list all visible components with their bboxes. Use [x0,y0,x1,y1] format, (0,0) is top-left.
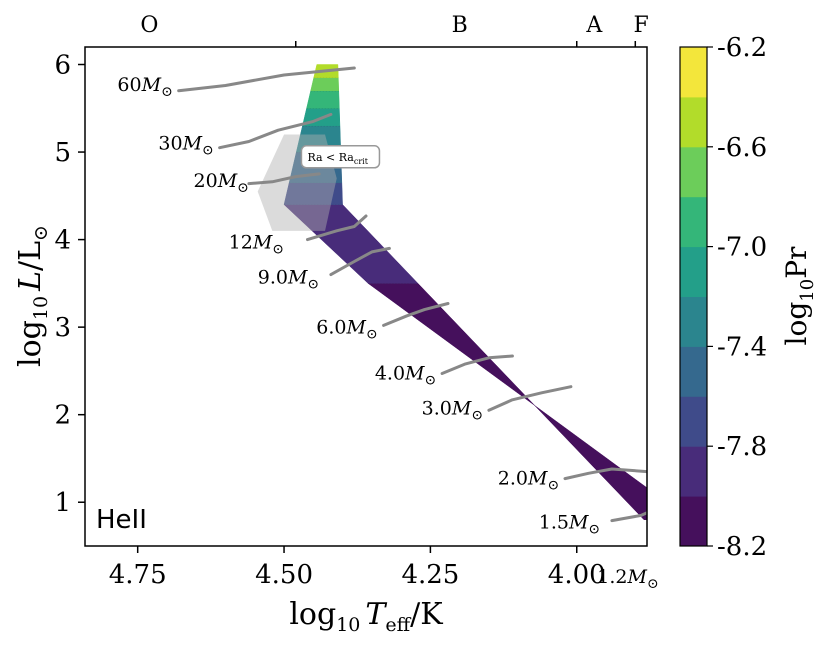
ra-crit-annotation: Ra < Racrit [300,145,381,169]
track-9.0-line [329,246,391,277]
track-9.0-label: 9.0M⊙ [258,266,319,292]
colorbar-title: log10Pr [780,246,818,345]
track-6.0-label: 6.0M⊙ [316,316,377,342]
colorbar-bin [680,47,707,98]
ra-crit-box [300,145,381,169]
colorbar-bin [680,296,707,347]
colorbar-frame [679,46,708,547]
y-tick-label: 1 [54,488,71,518]
plot-frame [84,46,648,547]
colorbar-tick-label: -6.2 [717,33,767,63]
colorbar-bin [680,146,707,198]
track-6.0-line [382,302,450,327]
region-band [310,77,340,92]
track-60-line [177,66,356,93]
track-2.0-label: 2.0M⊙ [498,468,559,494]
colorbar-bin [680,446,707,497]
x-axis: 4.75 4.50 4.25 4.00 [109,546,606,590]
track-4.0-label: 4.0M⊙ [375,363,436,389]
y-tick-label: 6 [54,51,71,81]
colorbar-bin [680,496,707,547]
spectral-type-A: A [585,13,603,38]
colorbar-tick-label: -7.4 [717,332,767,362]
track-20-line [247,172,321,186]
y-tick-label: 4 [54,226,71,256]
track-2.0-line [563,467,647,481]
spectral-type-F: F [634,13,649,38]
ra-crit-label: Ra < Racrit [307,151,368,166]
y-tick-label: 3 [54,313,71,343]
track-30-label: 30M⊙ [158,132,213,158]
track-30-line [218,112,333,150]
x-tick-label: 4.50 [255,560,313,590]
x-tick-label: 4.25 [401,560,459,590]
colorbar-bin [680,346,707,397]
track-1.5-line [610,511,647,523]
track-12-label: 12M⊙ [229,231,284,257]
colorbar-bin [680,396,707,447]
track-1.2-label: 1.2M⊙ [597,566,658,592]
y-tick-label: 2 [54,401,71,431]
track-3.0-line [487,385,573,412]
x-axis-title: log10 Teff/K [289,597,443,636]
colorbar-tick-label: -7.0 [717,233,767,263]
track-mass-labels: 60M⊙ 30M⊙ 20M⊙ 12M⊙ 9.0M⊙ 6.0M⊙ 4.0M⊙ 3.0M⊙ 2.0M… [117,74,658,592]
track-20-label: 20M⊙ [194,170,249,196]
prandtl-region [257,64,647,520]
region-band [306,90,340,109]
y-tick-label: 5 [54,138,71,168]
track-4.0-line [440,354,514,375]
track-1.5-label: 1.5M⊙ [539,511,600,537]
colorbar-tick-label: -8.2 [717,532,767,562]
colorbar-bin [680,96,707,148]
colorbar-bin [680,246,707,297]
spectral-type-O: O [140,13,158,38]
panel-label: HeII [96,505,147,535]
x-tick-label: 4.00 [548,560,606,590]
track-3.0-label: 3.0M⊙ [422,398,483,424]
colorbar: -8.2 -7.8 -7.4 -7.0 -6.6 -6.2 [679,33,767,562]
track-60-label: 60M⊙ [117,74,172,100]
colorbar-bin [680,196,707,248]
track-12-line [306,214,368,242]
y-axis: 1 2 3 4 5 6 [54,51,85,518]
colorbar-tick-label: -6.6 [717,133,767,163]
colorbar-tick-label: -7.8 [717,432,767,462]
evolution-tracks [177,66,647,523]
spectral-type-B: B [452,13,468,38]
x-tick-label: 4.75 [109,560,167,590]
y-axis-title: log10L/L⊙ [13,225,52,367]
